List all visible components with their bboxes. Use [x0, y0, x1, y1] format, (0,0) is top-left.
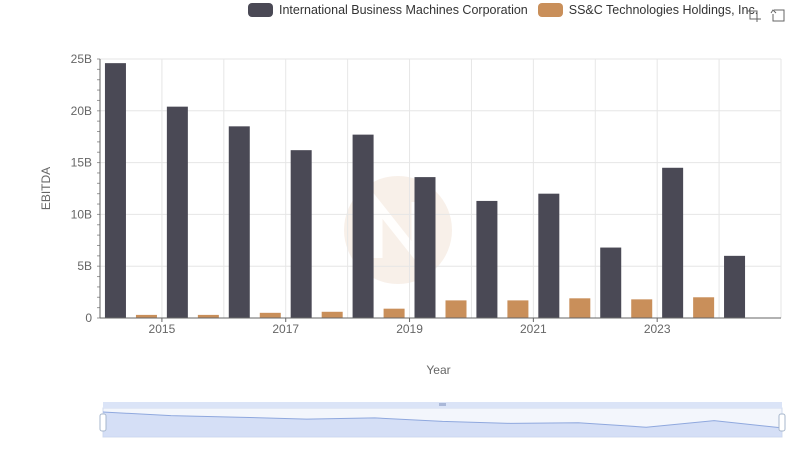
legend-label-ibm: International Business Machines Corporat… — [279, 3, 528, 17]
axes-group: 0 5B 10B 15B 20B 25B 2015 2017 2019 2021 2023 Year E… — [39, 52, 781, 377]
y-tick-label: 10B — [71, 207, 92, 221]
data-zoom-slider[interactable] — [99, 402, 786, 438]
bar-ssnc-2016[interactable] — [259, 312, 281, 318]
data-zoom-line — [102, 411, 783, 429]
y-tick-label: 0 — [85, 311, 92, 325]
bar-ssnc-2022[interactable] — [631, 299, 653, 318]
y-tick-label: 25B — [71, 52, 92, 66]
bar-ibm-2024[interactable] — [724, 255, 746, 318]
bar-ssnc-2018[interactable] — [383, 308, 405, 318]
bar-ssnc-2014[interactable] — [135, 314, 157, 318]
bar-ibm-2018[interactable] — [352, 134, 374, 318]
bar-ibm-2016[interactable] — [228, 126, 250, 318]
legend-swatch-ssnc — [537, 3, 563, 17]
zoom-icon[interactable] — [746, 7, 762, 23]
bar-ssnc-2015[interactable] — [197, 314, 219, 318]
bar-ibm-2020[interactable] — [476, 200, 498, 318]
bar-ssnc-2019[interactable] — [445, 300, 467, 318]
legend-swatch-ibm — [248, 3, 273, 17]
x-tick-label: 2021 — [520, 322, 547, 336]
x-tick-label: 2023 — [644, 322, 671, 336]
y-axis-title: EBITDA — [39, 167, 53, 210]
legend: International Business Machines Corporat… — [248, 3, 768, 17]
x-tick-label: 2017 — [272, 322, 299, 336]
bars-group — [104, 63, 746, 319]
y-tick-label: 15B — [71, 156, 92, 170]
bar-ibm-2021[interactable] — [538, 193, 560, 318]
bar-ibm-2022[interactable] — [600, 247, 622, 318]
legend-item-ssnc[interactable]: SS&C Technologies Holdings, Inc. — [537, 3, 759, 17]
x-tick-label: 2015 — [149, 322, 176, 336]
data-zoom-left-handle[interactable] — [99, 413, 107, 432]
y-tick-label: 20B — [71, 104, 92, 118]
toolbox — [746, 7, 786, 23]
legend-label-ssnc: SS&C Technologies Holdings, Inc. — [568, 3, 759, 17]
bar-ssnc-2023[interactable] — [693, 297, 715, 318]
y-tick-label: 5B — [77, 259, 92, 273]
bar-ibm-2017[interactable] — [290, 150, 312, 318]
legend-item-ibm[interactable]: International Business Machines Corporat… — [248, 3, 528, 17]
data-zoom-right-handle[interactable] — [778, 413, 786, 432]
bar-ibm-2023[interactable] — [662, 167, 684, 318]
data-zoom-grip-icon[interactable] — [439, 403, 446, 406]
bar-ssnc-2017[interactable] — [321, 311, 343, 318]
x-axis-title: Year — [426, 363, 450, 377]
bar-ibm-2015[interactable] — [166, 106, 188, 318]
x-tick-label: 2019 — [396, 322, 423, 336]
bar-ssnc-2021[interactable] — [569, 298, 591, 318]
restore-icon[interactable] — [770, 7, 786, 23]
bar-ssnc-2020[interactable] — [507, 300, 529, 318]
bar-ibm-2019[interactable] — [414, 177, 436, 318]
bar-ibm-2014[interactable] — [104, 63, 126, 319]
